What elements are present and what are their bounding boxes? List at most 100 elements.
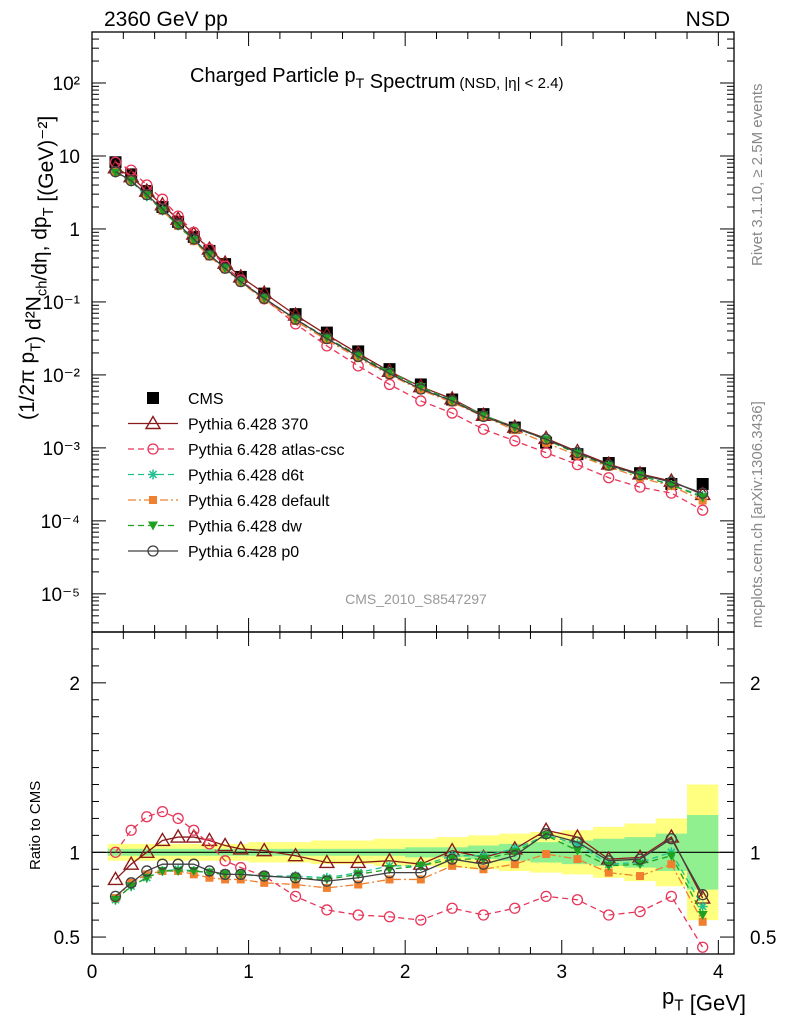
legend-item-pythia-6-428-default: Pythia 6.428 default	[128, 493, 330, 510]
data-point	[509, 422, 521, 434]
ratio-y-tick-label: 0.5	[54, 928, 80, 949]
legend-item-pythia-6-428-p0: Pythia 6.428 p0	[128, 544, 299, 561]
ratio-point	[172, 812, 184, 825]
ratio-point	[384, 865, 395, 875]
legend-label: Pythia 6.428 default	[188, 493, 330, 510]
ratio-point	[603, 855, 615, 867]
ratio-point	[540, 828, 552, 840]
main-frame	[91, 31, 735, 633]
ratio-point	[634, 853, 646, 865]
ratio-series-pythia-6-428-370	[107, 821, 711, 904]
y-tick-label: 10⁻³	[43, 439, 81, 460]
ratio-point	[698, 917, 707, 926]
chart-title: Charged Particle pT Spectrum (NSD, |η| < …	[190, 65, 563, 93]
ratio-point	[322, 883, 331, 892]
data-point	[172, 218, 184, 230]
ratio-point	[383, 867, 396, 879]
ratio-point	[107, 871, 124, 886]
ratio-point	[203, 838, 216, 850]
legend-label: Pythia 6.428 dw	[188, 519, 302, 536]
ratio-point	[289, 890, 302, 903]
data-point	[477, 423, 490, 435]
ratio-point	[203, 865, 216, 877]
ratio-y-tick-label-right: 1	[750, 843, 761, 864]
series-line	[115, 161, 703, 511]
ratio-point	[415, 867, 427, 879]
ratio-point	[287, 847, 304, 862]
x-tick-label: 3	[556, 962, 567, 983]
ratio-point	[219, 868, 231, 880]
ratio-point	[349, 854, 367, 869]
ratio-point	[667, 860, 676, 869]
y-tick-label: 1	[69, 220, 80, 241]
ratio-point	[125, 824, 137, 836]
data-point	[415, 383, 427, 395]
ratio-point	[141, 865, 153, 877]
legend-item-pythia-6-428-atlas-csc: Pythia 6.428 atlas-csc	[128, 442, 345, 459]
ratio-point	[169, 828, 187, 843]
ratio-frame	[91, 631, 735, 955]
data-point	[383, 378, 396, 391]
ratio-y-tick-label: 1	[69, 843, 80, 864]
ratio-point	[122, 855, 140, 870]
y-tick-label: 10²	[53, 74, 80, 95]
y-tick-label: 10⁻⁵	[41, 585, 80, 606]
data-point	[321, 332, 333, 345]
ratio-y-tick-label-right: 2	[750, 674, 761, 695]
data-point	[384, 368, 395, 378]
ratio-point	[354, 880, 363, 889]
ratio-point	[110, 895, 121, 905]
ratio-point	[603, 909, 615, 921]
ratio-point	[291, 880, 300, 889]
ratio-point	[125, 877, 137, 889]
legend-item-pythia-6-428-370: Pythia 6.428 370	[128, 415, 308, 434]
ratio-point	[573, 855, 582, 864]
ratio-point	[232, 840, 249, 855]
ratio-point	[258, 870, 270, 882]
series-line	[115, 172, 703, 498]
ratio-point	[509, 848, 520, 858]
data-point	[110, 168, 121, 178]
ratio-y-tick-label: 2	[69, 674, 80, 695]
rivet-label: Rivet 3.1.10, ≥ 2.5M events	[749, 84, 766, 267]
ratio-point	[318, 854, 336, 869]
data-point	[446, 395, 458, 407]
ratio-point	[385, 875, 394, 884]
ratio-series-layer	[107, 805, 711, 953]
ratio-point	[415, 914, 427, 926]
x-tick-label: 4	[713, 962, 724, 983]
ratio-point	[571, 836, 584, 848]
data-point	[125, 168, 138, 181]
ratio-point	[477, 858, 490, 870]
data-point	[665, 476, 678, 488]
data-point	[173, 221, 184, 231]
y-axis-label: (1/2π pT) d²Nch/dη, dpT [(GeV)⁻²]	[16, 116, 58, 420]
mcplots-label: mcplots.cern.ch [arXiv:1306.3436]	[749, 401, 766, 628]
ratio-point	[477, 909, 490, 921]
legend-marker	[147, 443, 159, 455]
ratio-point	[154, 832, 171, 847]
data-point	[109, 166, 122, 178]
ratio-point	[205, 873, 214, 882]
legend-marker	[149, 496, 157, 504]
ratio-point	[352, 872, 364, 884]
data-point	[603, 459, 615, 471]
y-tick-label: 10⁻¹	[43, 293, 81, 314]
ratio-point	[188, 858, 200, 870]
data-point	[697, 487, 709, 499]
ratio-point	[448, 861, 457, 870]
legend-label: Pythia 6.428 d6t	[188, 468, 304, 485]
ratio-series-pythia-6-428-p0	[109, 828, 709, 903]
legend-label: CMS	[188, 391, 224, 408]
data-point	[352, 350, 364, 363]
ratio-axes: 0.5 0.5 1 1 2 2 0 1 2 3 4	[54, 632, 776, 983]
ratio-point	[188, 824, 200, 836]
main-plot-area	[107, 156, 711, 516]
ratio-point	[321, 875, 332, 885]
ratio-point	[235, 868, 247, 880]
ratio-point	[219, 855, 231, 867]
x-axis-label: pT [GeV]	[662, 984, 746, 1016]
ratio-point	[571, 894, 584, 906]
event-type-label: NSD	[686, 8, 730, 31]
